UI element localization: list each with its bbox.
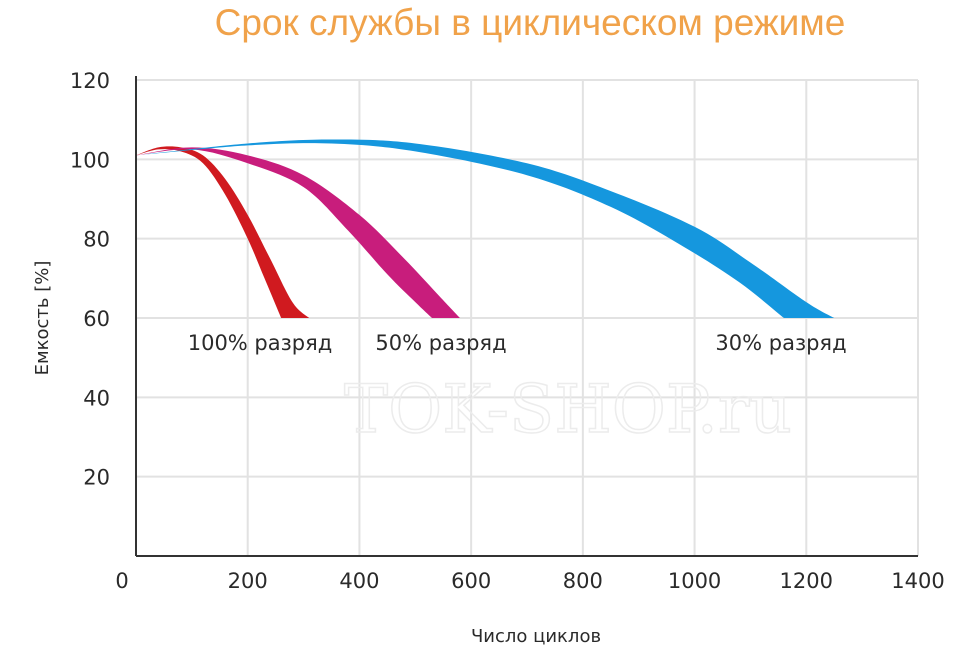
axes: [135, 76, 918, 557]
x-axis-title: Число циклов: [471, 626, 601, 647]
y-tick-label-5: 120: [70, 69, 110, 93]
x-tick-label-2: 400: [339, 569, 379, 593]
x-tick-label-3: 600: [451, 569, 491, 593]
y-axis-title: Емкость [%]: [32, 261, 53, 376]
x-tick-label-1: 200: [228, 569, 268, 593]
x-tick-label-0: 0: [115, 569, 128, 593]
bands: [136, 139, 835, 318]
y-tick-label-4: 100: [70, 148, 110, 172]
watermark: TOK-SHOP.ru: [344, 371, 792, 448]
x-tick-label-6: 1200: [780, 569, 833, 593]
y-tick-label-2: 60: [83, 307, 110, 331]
band-label-2: 50% разряд: [375, 331, 506, 355]
y-tick-label-3: 80: [83, 228, 110, 252]
band-labels: 100% разряд 50% разряд 30% разряд: [188, 331, 847, 355]
ticks: 0 200 400 600 800 1000 1200 1400 20 40 60 80 100 120: [70, 69, 945, 593]
x-tick-label-7: 1400: [891, 569, 944, 593]
band-3: [136, 139, 835, 318]
y-tick-label-0: 20: [83, 466, 110, 490]
band-label-3: 30% разряд: [715, 331, 846, 355]
x-tick-label-4: 800: [563, 569, 603, 593]
y-tick-label-1: 40: [83, 386, 110, 410]
band-label-1: 100% разряд: [188, 331, 333, 355]
band-1: [136, 146, 310, 318]
chart-title: Срок службы в циклическом режиме: [214, 2, 846, 43]
x-tick-label-5: 1000: [668, 569, 721, 593]
band-2: [136, 147, 460, 318]
